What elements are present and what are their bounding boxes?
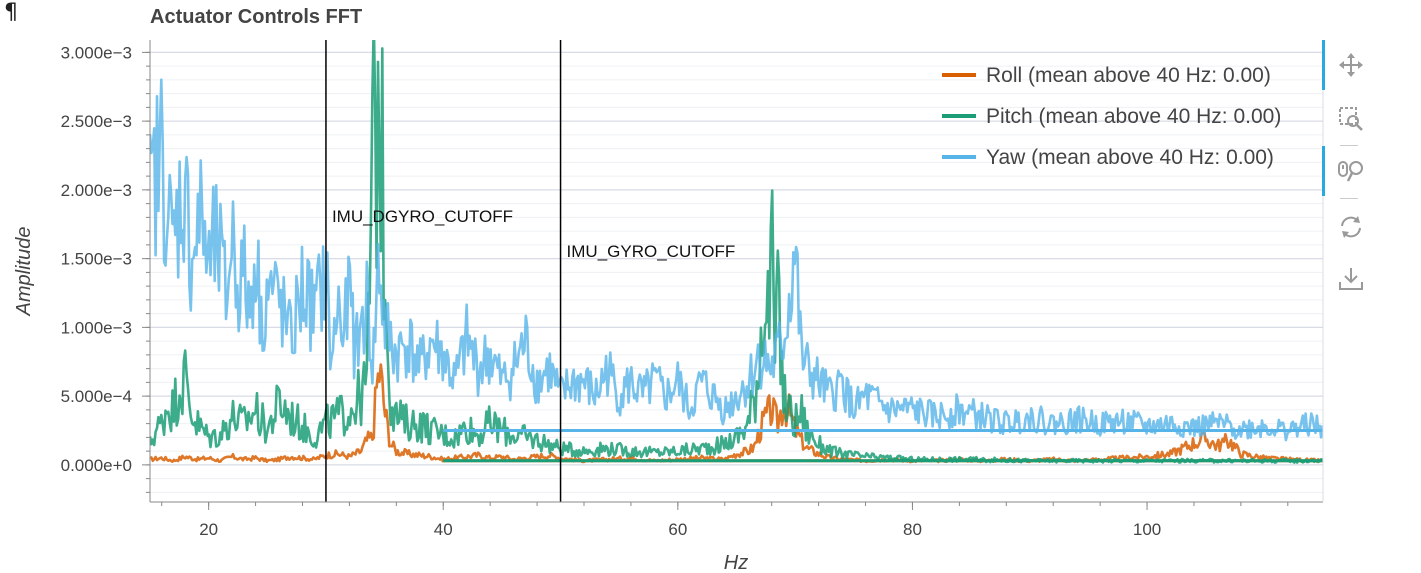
wheel-zoom-active-indicator	[1322, 146, 1325, 196]
series-line-1	[150, 363, 1323, 464]
annotation-label: IMU_DGYRO_CUTOFF	[332, 207, 513, 226]
x-axis-label: Hz	[724, 552, 748, 573]
y-tick-label: 2.000e−3	[61, 181, 132, 200]
series-line-3	[150, 78, 1323, 442]
y-tick-label: 5.000e−4	[61, 387, 132, 406]
save-icon[interactable]	[1336, 264, 1366, 294]
y-axis-label: Amplitude	[13, 227, 35, 317]
wheel-zoom-icon[interactable]	[1336, 156, 1366, 186]
toolbar-separator	[1340, 198, 1358, 199]
y-tick-label: 1.500e−3	[61, 250, 132, 269]
y-tick-label: 0.000e+0	[61, 456, 132, 475]
x-tick-label: 100	[1133, 520, 1161, 539]
x-tick-label: 80	[903, 520, 922, 539]
x-tick-label: 20	[199, 520, 218, 539]
axes-layer: 0.000e+0 5.000e−4 1.000e−3 1.500e−3 2.000e−3…	[61, 40, 1324, 539]
series-layer	[150, 40, 1323, 464]
legend-item[interactable]: Roll (mean above 40 Hz: 0.00)	[986, 64, 1271, 87]
x-tick-label: 60	[668, 520, 687, 539]
pan-active-indicator	[1322, 40, 1325, 90]
legend[interactable]: Roll (mean above 40 Hz: 0.00) Pitch (mean…	[942, 64, 1281, 169]
reset-icon[interactable]	[1336, 212, 1366, 242]
legend-item[interactable]: Yaw (mean above 40 Hz: 0.00)	[986, 146, 1274, 169]
chart-title: Actuator Controls FFT	[150, 6, 363, 28]
pilcrow-mark: ¶	[4, 0, 18, 25]
annotation-layer: IMU_DGYRO_CUTOFF IMU_GYRO_CUTOFF	[325, 40, 736, 502]
chart-toolbar	[1322, 38, 1382, 318]
legend-item[interactable]: Pitch (mean above 40 Hz: 0.00)	[986, 105, 1281, 128]
y-tick-label: 2.500e−3	[61, 112, 132, 131]
pan-icon[interactable]	[1336, 50, 1366, 80]
y-tick-label: 1.000e−3	[61, 318, 132, 337]
annotation-label: IMU_GYRO_CUTOFF	[567, 242, 736, 261]
y-tick-label: 3.000e−3	[61, 43, 132, 62]
x-tick-label: 40	[434, 520, 453, 539]
toolbar-separator	[1340, 145, 1358, 146]
box-zoom-icon[interactable]	[1336, 104, 1366, 134]
